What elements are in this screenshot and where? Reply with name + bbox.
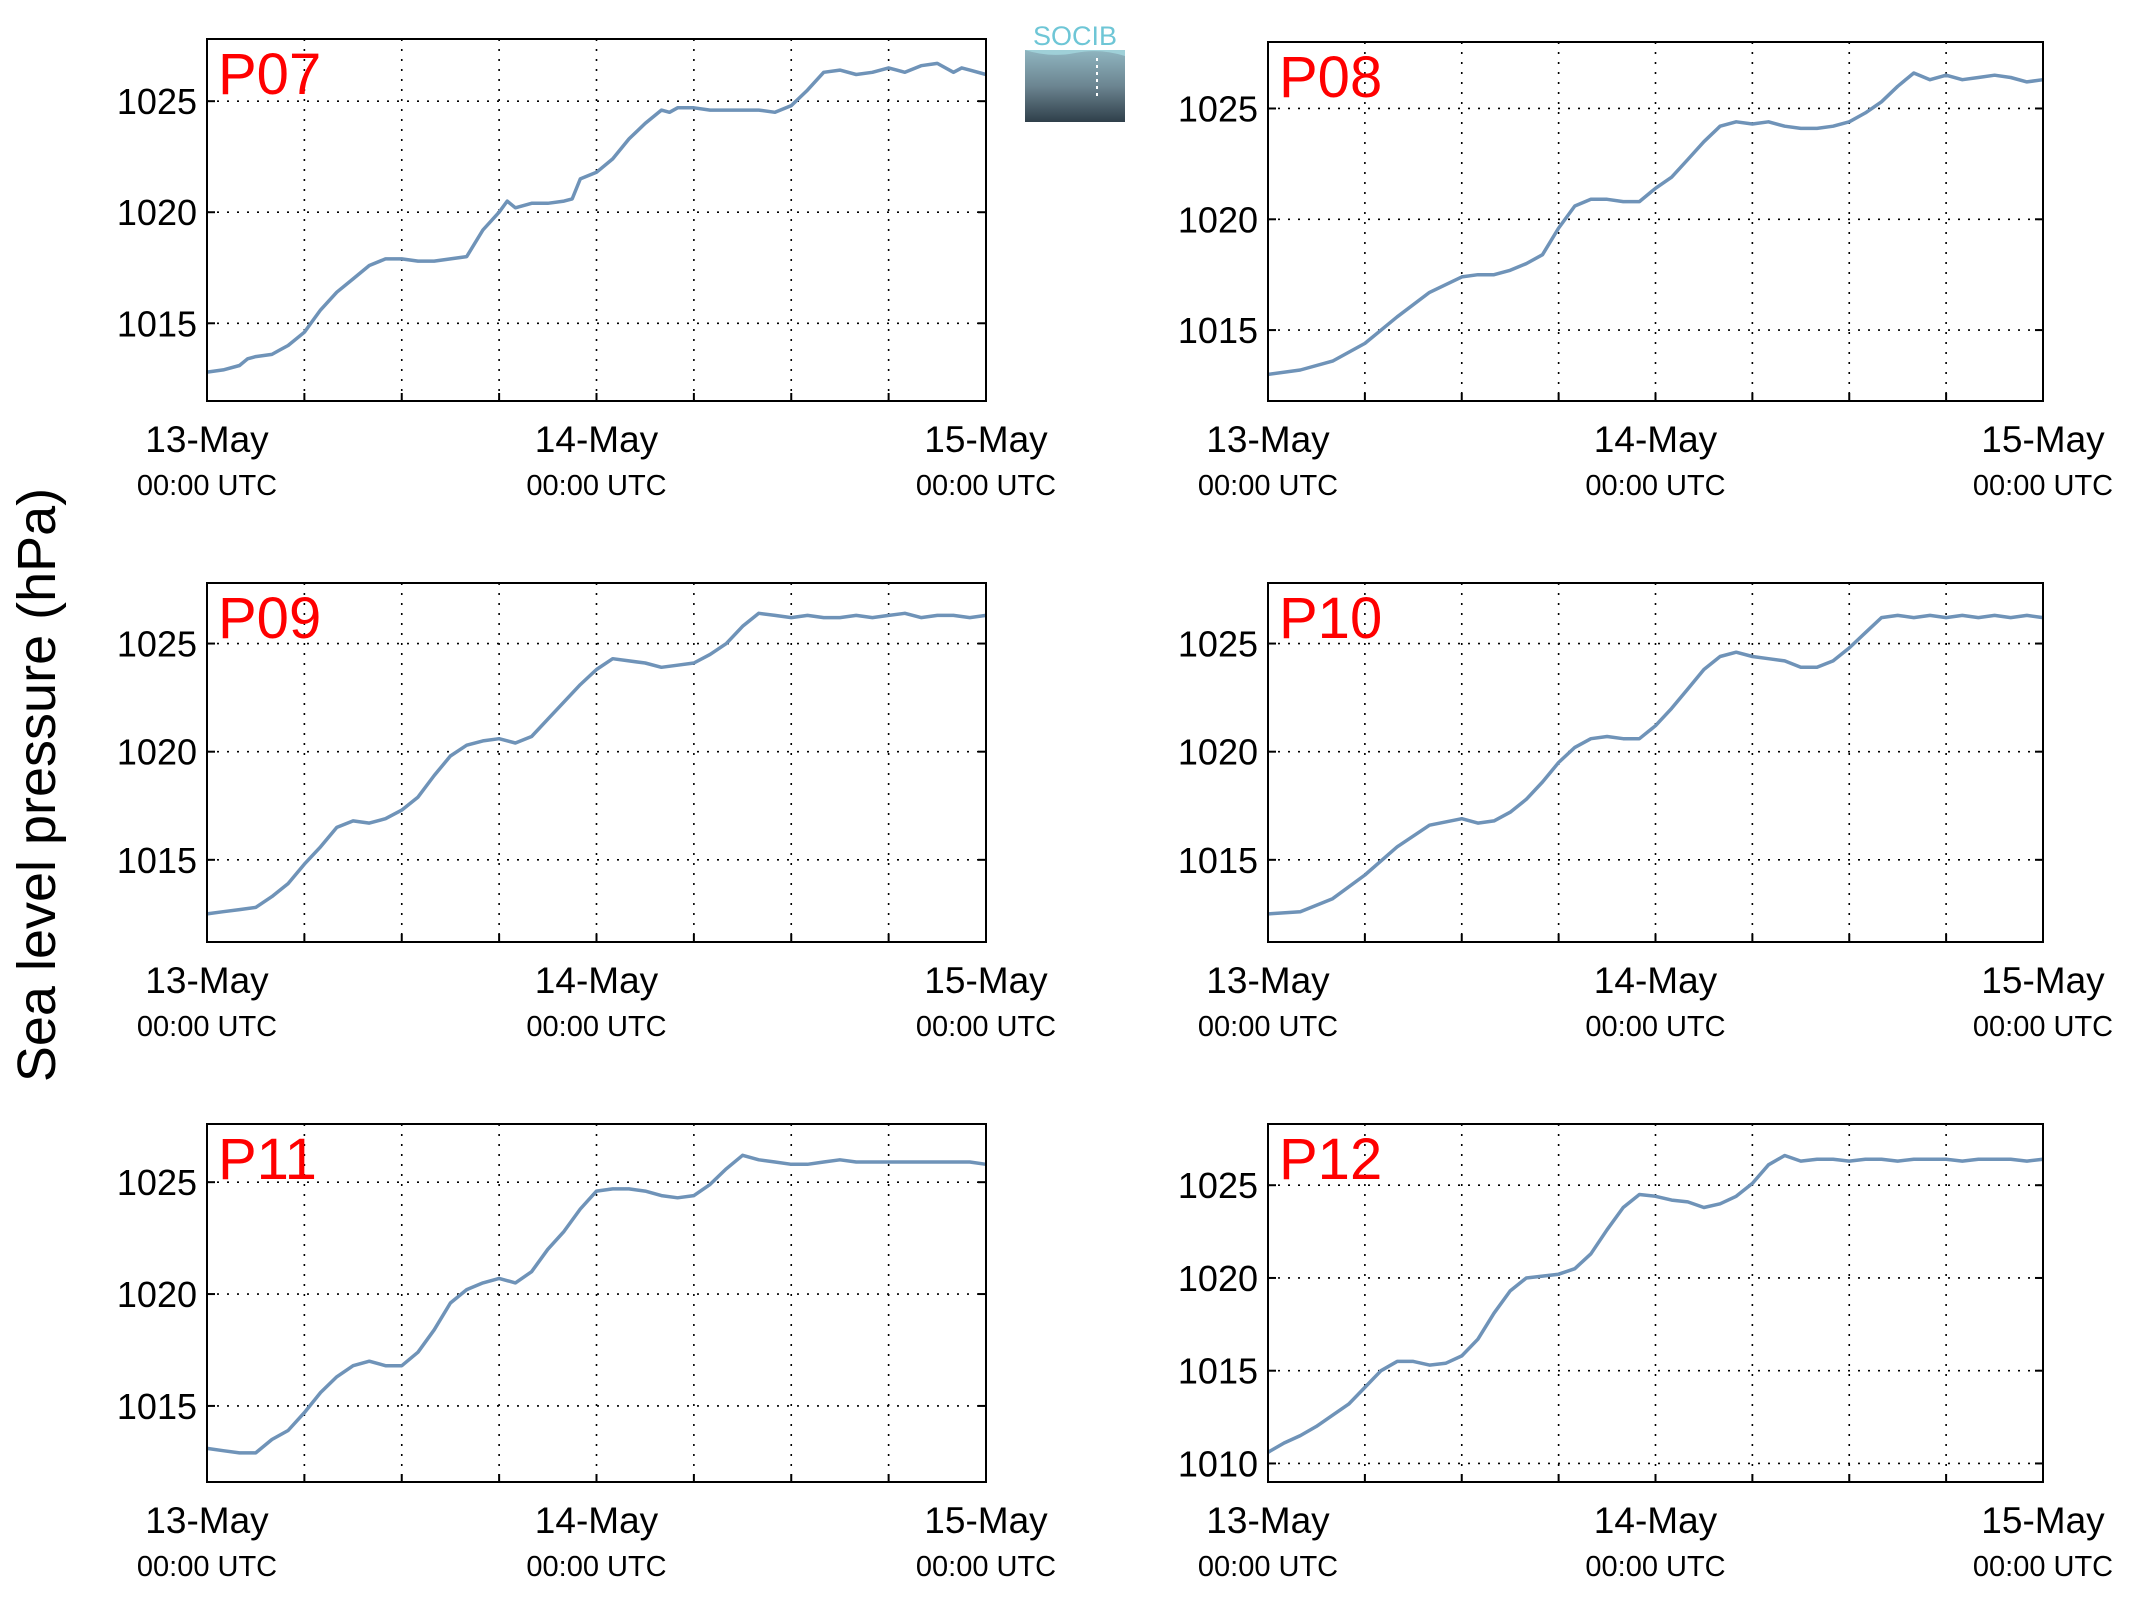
x-tick-sublabel: 00:00 UTC xyxy=(1973,1011,2113,1043)
x-tick-label: 13-May xyxy=(1206,960,1330,1001)
x-tick-sublabel: 00:00 UTC xyxy=(916,470,1056,502)
y-tick-label: 1010 xyxy=(1178,1443,1258,1484)
series-line xyxy=(1267,1153,2044,1454)
plot-frame xyxy=(1267,41,2044,402)
x-tick-label: 13-May xyxy=(1206,1500,1330,1541)
x-tick-label: 14-May xyxy=(1594,1500,1718,1541)
y-tick-label: 1020 xyxy=(1178,199,1258,240)
y-tick-label: 1015 xyxy=(1178,310,1258,351)
x-tick-label: 15-May xyxy=(1981,960,2105,1001)
y-tick-label: 1025 xyxy=(1178,624,1258,665)
y-tick-label: 1020 xyxy=(1178,732,1258,773)
chart-panel-p09: 1015 1020 1025 13-May 00:00 UTC 14-May 00:00 U… xyxy=(117,582,1056,1043)
x-tick-sublabel: 00:00 UTC xyxy=(1973,470,2113,502)
series-line xyxy=(206,61,987,374)
x-tick-label: 14-May xyxy=(1594,419,1718,460)
x-tick-sublabel: 00:00 UTC xyxy=(137,470,277,502)
socib-logo-text: SOCIB xyxy=(1033,21,1117,51)
chart-panels: 1015 1020 1025 13-May 00:00 UTC 14-May 00:00 U… xyxy=(117,38,2113,1583)
x-tick-sublabel: 00:00 UTC xyxy=(526,470,666,502)
y-tick-label: 1020 xyxy=(1178,1258,1258,1299)
x-tick-sublabel: 00:00 UTC xyxy=(1198,1551,1338,1583)
chart-panel-p11: 1015 1020 1025 13-May 00:00 UTC 14-May 00:00 U… xyxy=(117,1123,1056,1583)
socib-logo: SOCIB xyxy=(1025,20,1125,122)
x-tick-label: 14-May xyxy=(535,1500,659,1541)
chart-panel-p10: 1015 1020 1025 13-May 00:00 UTC 14-May 00:00 U… xyxy=(1178,582,2113,1043)
chart-panel-p12: 1010 1015 1020 1025 13-May 00:00 UTC 14-May 00:… xyxy=(1178,1123,2113,1583)
panel-title: P07 xyxy=(218,42,321,107)
series-line xyxy=(1267,613,2044,916)
panel-title: P09 xyxy=(218,586,321,651)
y-tick-label: 1025 xyxy=(1178,88,1258,129)
x-tick-label: 15-May xyxy=(924,960,1048,1001)
panel-title: P08 xyxy=(1279,45,1382,110)
x-tick-label: 13-May xyxy=(145,1500,269,1541)
panel-title: P10 xyxy=(1279,586,1382,651)
x-tick-sublabel: 00:00 UTC xyxy=(526,1551,666,1583)
plot-frame xyxy=(206,1123,987,1483)
plot-frame xyxy=(206,582,987,943)
panel-title: P12 xyxy=(1279,1127,1382,1192)
chart-panel-p07: 1015 1020 1025 13-May 00:00 UTC 14-May 00:00 U… xyxy=(117,38,1056,502)
y-tick-label: 1015 xyxy=(117,840,197,881)
x-tick-sublabel: 00:00 UTC xyxy=(137,1551,277,1583)
series-line xyxy=(206,611,987,916)
x-tick-label: 15-May xyxy=(1981,419,2105,460)
x-tick-sublabel: 00:00 UTC xyxy=(137,1011,277,1043)
x-tick-sublabel: 00:00 UTC xyxy=(1198,470,1338,502)
x-tick-sublabel: 00:00 UTC xyxy=(1973,1551,2113,1583)
chart-panel-p08: 1015 1020 1025 13-May 00:00 UTC 14-May 00:00 U… xyxy=(1178,41,2113,502)
x-tick-label: 14-May xyxy=(1594,960,1718,1001)
x-tick-sublabel: 00:00 UTC xyxy=(526,1011,666,1043)
x-tick-sublabel: 00:00 UTC xyxy=(1198,1011,1338,1043)
x-tick-label: 15-May xyxy=(924,1500,1048,1541)
x-tick-sublabel: 00:00 UTC xyxy=(1585,470,1725,502)
y-tick-label: 1025 xyxy=(1178,1165,1258,1206)
y-axis-label: Sea level pressure (hPa) xyxy=(7,488,67,1082)
y-tick-label: 1015 xyxy=(1178,1351,1258,1392)
y-tick-label: 1020 xyxy=(117,1274,197,1315)
x-tick-label: 13-May xyxy=(145,419,269,460)
plot-frame xyxy=(1267,582,2044,943)
y-tick-label: 1015 xyxy=(117,303,197,344)
x-tick-sublabel: 00:00 UTC xyxy=(1585,1551,1725,1583)
x-tick-label: 14-May xyxy=(535,960,659,1001)
x-tick-label: 15-May xyxy=(1981,1500,2105,1541)
y-tick-label: 1025 xyxy=(117,624,197,665)
y-tick-label: 1015 xyxy=(117,1386,197,1427)
panel-title: P11 xyxy=(218,1127,317,1192)
x-tick-sublabel: 00:00 UTC xyxy=(916,1011,1056,1043)
x-tick-label: 14-May xyxy=(535,419,659,460)
y-tick-label: 1025 xyxy=(117,1162,197,1203)
y-tick-label: 1020 xyxy=(117,732,197,773)
x-tick-label: 13-May xyxy=(1206,419,1330,460)
x-tick-label: 15-May xyxy=(924,419,1048,460)
y-tick-label: 1020 xyxy=(117,192,197,233)
series-line xyxy=(206,1153,987,1455)
series-line xyxy=(1267,71,2044,377)
x-tick-sublabel: 00:00 UTC xyxy=(1585,1011,1725,1043)
y-tick-label: 1025 xyxy=(117,81,197,122)
x-tick-label: 13-May xyxy=(145,960,269,1001)
y-tick-label: 1015 xyxy=(1178,840,1258,881)
plot-frame xyxy=(1267,1123,2044,1483)
x-tick-sublabel: 00:00 UTC xyxy=(916,1551,1056,1583)
